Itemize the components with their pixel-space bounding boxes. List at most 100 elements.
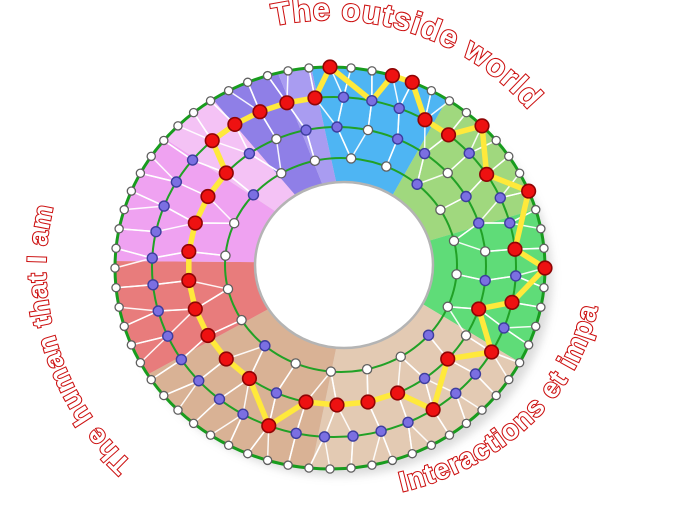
white-node — [223, 440, 234, 451]
white-node — [126, 186, 137, 196]
purple-node — [259, 340, 271, 352]
white-node — [460, 330, 472, 341]
red-node — [384, 68, 401, 84]
white-node — [114, 224, 124, 234]
purple-node — [494, 192, 506, 204]
nodes — [110, 59, 553, 474]
sector-light-pink — [165, 99, 296, 212]
red-node — [252, 104, 268, 120]
white-node — [442, 301, 454, 313]
white-node — [276, 168, 287, 179]
white-node — [491, 390, 501, 401]
purple-node — [247, 189, 260, 201]
purple-node — [290, 427, 302, 439]
white-node — [242, 77, 253, 88]
white-node — [536, 302, 546, 312]
red-node — [227, 116, 243, 133]
white-node — [444, 96, 455, 106]
purple-node — [147, 279, 159, 291]
purple-node — [193, 375, 205, 387]
white-node — [367, 460, 377, 470]
purple-node — [463, 147, 475, 159]
white-node — [346, 463, 356, 473]
white-node — [426, 440, 437, 451]
wheel-hole — [253, 180, 435, 350]
purple-node — [504, 217, 516, 229]
white-node — [395, 351, 406, 362]
white-node — [387, 455, 398, 466]
red-node — [440, 351, 456, 367]
purple-node — [170, 176, 183, 188]
red-node — [329, 397, 345, 413]
white-node — [461, 107, 472, 118]
white-node — [448, 235, 460, 247]
red-node — [218, 351, 234, 367]
purple-node — [237, 408, 249, 420]
white-node — [135, 168, 146, 178]
purple-node — [331, 121, 343, 133]
white-node — [220, 250, 231, 261]
white-node — [461, 418, 472, 429]
white-node — [362, 124, 374, 136]
white-node — [188, 418, 199, 429]
purple-node — [391, 133, 404, 145]
purple-node — [393, 102, 405, 114]
red-node — [360, 394, 376, 410]
purple-node — [418, 147, 431, 160]
red-node — [474, 118, 490, 134]
purple-node — [300, 124, 312, 136]
purple-node — [473, 217, 485, 229]
white-node — [451, 269, 462, 280]
wheel — [110, 59, 553, 474]
white-node — [222, 283, 234, 295]
white-node — [223, 85, 234, 96]
white-node — [242, 448, 253, 459]
white-node — [514, 168, 525, 178]
purple-node — [162, 330, 174, 342]
white-node — [228, 217, 240, 229]
white-node — [367, 66, 377, 76]
red-node — [241, 370, 258, 387]
white-node — [205, 430, 216, 440]
white-node — [407, 448, 418, 459]
red-node — [204, 133, 220, 149]
purple-node — [510, 270, 522, 282]
red-node — [279, 95, 295, 111]
white-node — [114, 302, 124, 312]
white-node — [345, 153, 357, 164]
red-node — [200, 188, 216, 205]
red-node — [187, 301, 203, 317]
red-node — [479, 166, 495, 183]
white-node — [111, 282, 121, 293]
white-node — [523, 340, 534, 350]
white-node — [146, 151, 156, 162]
white-node — [491, 135, 501, 146]
purple-node — [186, 154, 199, 166]
red-node — [537, 260, 553, 276]
red-node — [322, 59, 338, 75]
white-node — [530, 204, 541, 215]
white-node — [135, 358, 146, 368]
white-node — [539, 282, 549, 293]
white-node — [111, 243, 121, 254]
purple-node — [213, 393, 226, 405]
red-node — [261, 418, 277, 434]
red-node — [404, 74, 420, 90]
white-node — [325, 366, 337, 377]
purple-node — [479, 274, 491, 287]
white-node — [346, 63, 356, 73]
sector-dark-tan — [147, 308, 337, 469]
sector-purple — [212, 72, 323, 196]
purple-node — [460, 190, 472, 203]
white-node — [146, 374, 156, 385]
white-node — [205, 96, 216, 106]
white-node — [283, 66, 293, 76]
white-node — [290, 358, 301, 369]
red-node — [521, 183, 537, 199]
white-node — [309, 155, 321, 166]
white-node — [536, 224, 546, 234]
white-node — [304, 463, 314, 473]
red-node — [181, 243, 197, 260]
purple-node — [498, 322, 510, 334]
